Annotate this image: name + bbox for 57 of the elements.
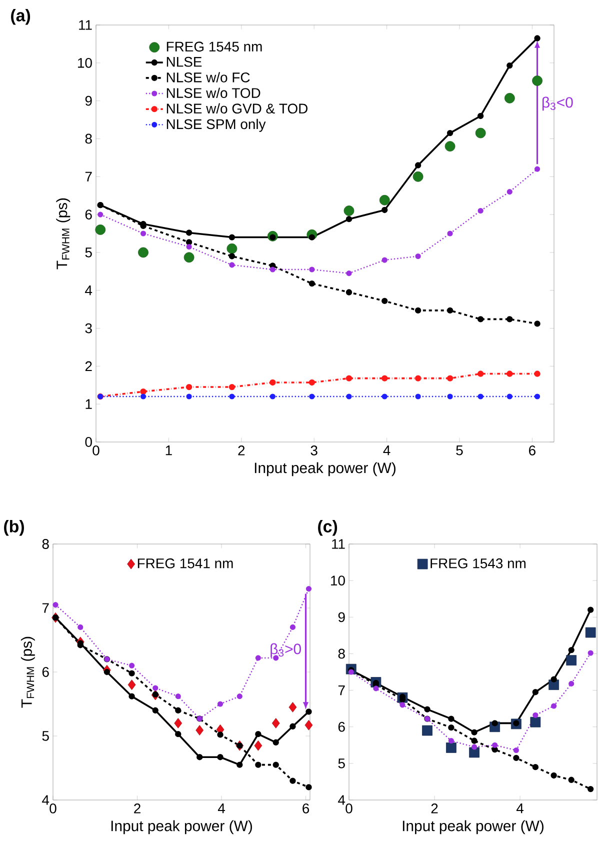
y-tick-label: 11 xyxy=(79,20,92,30)
y-tick-label: 5 xyxy=(42,731,49,741)
x-tick-label: 6 xyxy=(529,446,536,456)
y-tick-label: 8 xyxy=(42,539,49,549)
y-tick-label: 9 xyxy=(338,612,345,622)
x-tick-label: 4 xyxy=(383,446,390,456)
y-axis-title: T$_{FWHM}$ (ps) xyxy=(20,636,35,708)
x-tick-label: 3 xyxy=(310,446,318,456)
y-tick-label: 2 xyxy=(85,361,92,372)
y-tick-label: 10 xyxy=(78,58,92,68)
legend-label: NLSE xyxy=(166,56,202,67)
x-tick-label: 6 xyxy=(302,804,310,814)
y-tick-label: 5 xyxy=(338,758,345,768)
x-tick-label: 0 xyxy=(92,446,100,456)
y-tick-label: 10 xyxy=(331,576,345,586)
y-tick-label: 9 xyxy=(85,96,92,106)
y-tick-label: 6 xyxy=(42,667,49,677)
chart-title: (b) xyxy=(4,520,24,536)
y-tick-label: 6 xyxy=(338,722,345,732)
y-axis-title: T$_{FWHM}$ (ps) xyxy=(56,198,70,270)
y-tick-label: 6 xyxy=(85,210,92,220)
y-tick-label: 8 xyxy=(85,134,92,144)
legend-label: NLSE w/o GVD & TOD xyxy=(166,103,308,114)
legend-label: FREG 1543 nm xyxy=(430,558,526,568)
y-tick-label: 7 xyxy=(85,172,92,182)
x-tick-label: 0 xyxy=(50,804,56,814)
y-tick-label: 7 xyxy=(338,685,345,696)
y-tick-label: 8 xyxy=(338,648,345,659)
y-tick-label: 11 xyxy=(332,539,345,549)
y-tick-label: 4 xyxy=(85,286,92,296)
x-tick-label: 0 xyxy=(346,804,352,814)
y-tick-label: 7 xyxy=(42,603,49,613)
y-tick-label: 0 xyxy=(85,437,92,447)
legend-label: NLSE SPM only xyxy=(166,118,266,132)
annotation: β$_{3}$>0 xyxy=(270,643,301,658)
annotation: β$_{3}$<0 xyxy=(542,96,573,111)
x-tick-label: 2 xyxy=(238,446,245,456)
y-tick-label: 1 xyxy=(86,399,92,409)
x-tick-label: 5 xyxy=(456,446,463,456)
x-tick-label: 4 xyxy=(516,804,524,814)
x-tick-label: 2 xyxy=(134,804,140,814)
chart-title: (a) xyxy=(11,9,30,25)
y-tick-label: 4 xyxy=(338,795,346,805)
x-axis-title: Input peak power (W) xyxy=(402,820,544,834)
legend-label: NLSE w/o TOD xyxy=(166,88,260,98)
x-axis-title: Input peak power (W) xyxy=(254,462,396,476)
x-axis-title: Input peak power (W) xyxy=(111,820,252,834)
x-tick-label: 2 xyxy=(431,804,438,814)
legend-label: FREG 1541 nm xyxy=(138,558,233,568)
legend-label: FREG 1545 nm xyxy=(166,42,262,52)
x-tick-label: 1 xyxy=(166,446,172,456)
x-tick-label: 4 xyxy=(218,804,225,814)
y-tick-label: 3 xyxy=(85,323,92,334)
legend-label: NLSE w/o FC xyxy=(166,72,250,82)
y-tick-label: 5 xyxy=(85,248,92,258)
y-tick-label: 4 xyxy=(42,795,50,805)
chart-title: (c) xyxy=(318,520,338,536)
